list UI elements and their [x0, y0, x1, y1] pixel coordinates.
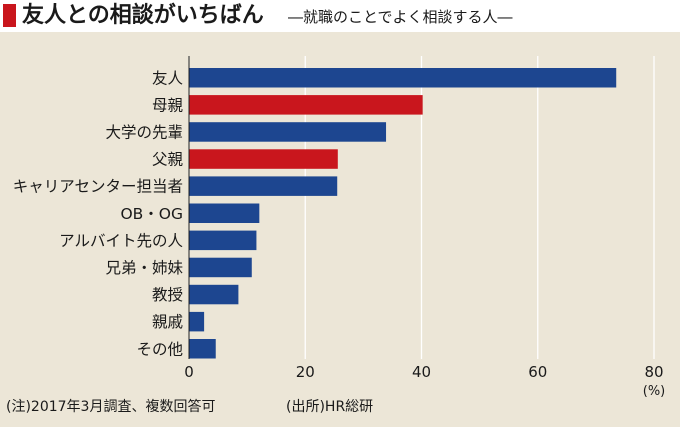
chart-panel: 友人母親大学の先輩父親キャリアセンター担当者 OB・OG アルバイト先の人兄弟・姉妹… [0, 32, 680, 427]
bar-10 [189, 339, 216, 359]
source-note: (出所)HR総研 [286, 399, 374, 415]
bar-4 [189, 176, 338, 196]
footnote: (注)2017年3月調査、複数回答可 [6, 399, 216, 415]
category-label-0: 友人 [152, 69, 183, 87]
bar-5 [189, 203, 260, 223]
x-tick-label-40: 40 [412, 363, 431, 381]
x-tick-label-60: 60 [528, 363, 547, 381]
category-label-5: OB・OG [120, 205, 183, 223]
category-label-4: キャリアセンター担当者 [13, 178, 183, 196]
category-label-10: その他 [136, 340, 183, 358]
title-bar: 友人との相談がいちばん ―就職のことでよく相談する人― [0, 0, 680, 32]
bar-6 [189, 230, 257, 251]
bar-2 [189, 122, 387, 142]
title-marker [3, 4, 16, 27]
unit-label: (%) [643, 384, 666, 399]
category-label-6: アルバイト先の人 [59, 232, 183, 250]
category-label-2: 大学の先輩 [105, 123, 183, 141]
bar-1 [189, 95, 423, 115]
bar-7 [189, 257, 252, 278]
category-label-7: 兄弟・姉妹 [105, 259, 183, 277]
x-tick-label-20: 20 [296, 363, 315, 381]
chart-title: 友人との相談がいちばん [22, 3, 264, 28]
x-tick-label-80: 80 [644, 363, 663, 381]
category-label-3: 父親 [152, 151, 184, 169]
category-label-9: 親戚 [152, 313, 183, 331]
bar-3 [189, 149, 338, 169]
x-tick-label-0: 0 [184, 363, 194, 381]
bar-9 [189, 311, 205, 332]
category-label-1: 母親 [152, 96, 184, 114]
category-label-8: 教授 [152, 286, 183, 304]
chart-subtitle: ―就職のことでよく相談する人― [288, 8, 513, 26]
bar-8 [189, 284, 239, 305]
bar-0 [189, 68, 617, 88]
